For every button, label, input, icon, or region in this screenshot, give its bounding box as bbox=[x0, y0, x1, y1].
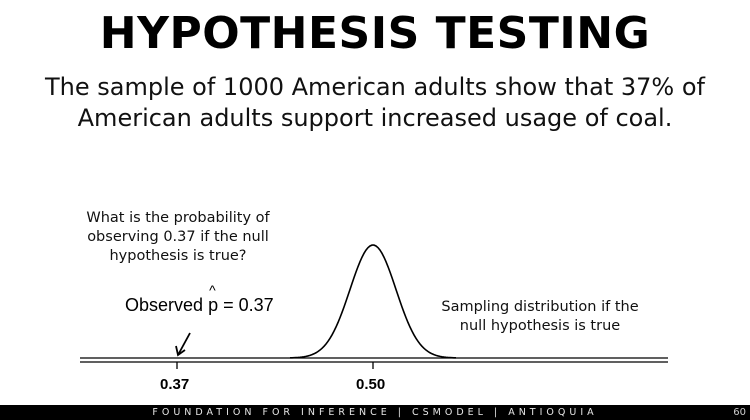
observed-prefix: Observed bbox=[125, 295, 204, 315]
question-annotation: What is the probability of observing 0.3… bbox=[86, 210, 270, 264]
tick-label-037: 0.37 bbox=[160, 376, 190, 393]
pointer-arrow bbox=[175, 332, 191, 357]
p-hat-symbol: ^ p bbox=[208, 282, 219, 316]
slide-title: HYPOTHESIS TESTING bbox=[99, 8, 651, 59]
p-letter: p bbox=[208, 295, 219, 315]
footer-text: FOUNDATION FOR INFERENCE | CSMODEL | ANT… bbox=[152, 407, 598, 418]
observed-value: = 0.37 bbox=[223, 295, 274, 315]
observed-annotation: Observed ^ p = 0.37 bbox=[125, 282, 274, 316]
sampling-distribution-label: Sampling distribution if the null hypoth… bbox=[441, 299, 639, 334]
page-number: 60 bbox=[733, 407, 746, 418]
hat-accent: ^ bbox=[209, 282, 216, 298]
tick-label-050: 0.50 bbox=[356, 376, 386, 393]
normal-curve bbox=[289, 244, 457, 359]
footer-bar: FOUNDATION FOR INFERENCE | CSMODEL | ANT… bbox=[0, 405, 750, 420]
slide-subtitle: The sample of 1000 American adults show … bbox=[45, 73, 705, 132]
